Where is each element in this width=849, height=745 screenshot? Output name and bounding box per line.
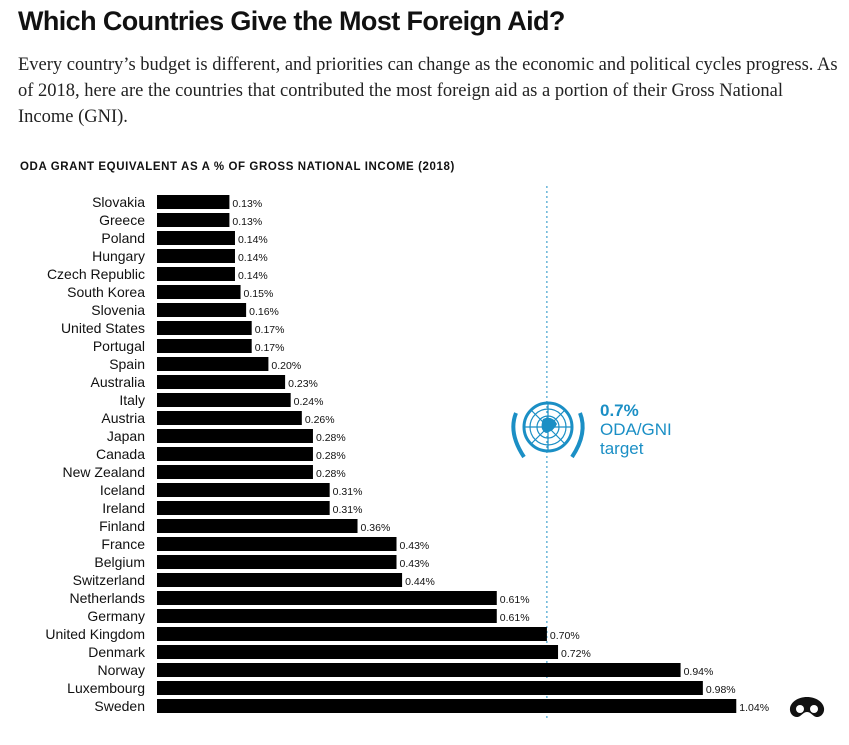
- value-label: 0.28%: [316, 450, 346, 462]
- bar: [157, 591, 497, 605]
- category-label: Spain: [109, 356, 145, 372]
- category-label: Austria: [101, 410, 145, 426]
- category-label: Belgium: [94, 554, 145, 570]
- category-label: South Korea: [67, 284, 145, 300]
- value-label: 0.17%: [255, 324, 285, 336]
- value-label: 0.14%: [238, 270, 268, 282]
- bar: [157, 195, 230, 209]
- bar: [157, 627, 547, 641]
- value-label: 0.43%: [400, 558, 430, 570]
- bar: [157, 213, 230, 227]
- category-label: Slovenia: [91, 302, 145, 318]
- bar: [157, 303, 247, 317]
- value-label: 0.14%: [238, 252, 268, 264]
- target-value-label: 0.7%: [600, 401, 639, 420]
- value-label: 0.13%: [232, 198, 262, 210]
- value-label: 0.70%: [550, 630, 580, 642]
- category-label: Luxembourg: [67, 680, 145, 696]
- bar: [157, 465, 313, 479]
- bar: [157, 411, 302, 425]
- bar: [157, 447, 313, 461]
- category-label: Australia: [91, 374, 146, 390]
- bar: [157, 483, 330, 497]
- bar: [157, 501, 330, 515]
- value-label: 0.13%: [232, 216, 262, 228]
- value-label: 0.28%: [316, 468, 346, 480]
- value-label: 0.44%: [405, 576, 435, 588]
- category-label: United Kingdom: [45, 626, 145, 642]
- category-label: Greece: [99, 212, 145, 228]
- bar: [157, 339, 252, 353]
- category-label: Finland: [99, 518, 145, 534]
- bar: [157, 537, 397, 551]
- bar: [157, 249, 235, 263]
- value-label: 0.26%: [305, 414, 335, 426]
- target-label-line-1: ODA/GNI: [600, 420, 672, 439]
- category-label: Canada: [96, 446, 145, 462]
- category-label: Germany: [87, 608, 145, 624]
- un-emblem-icon: [511, 401, 585, 459]
- bar: [157, 699, 737, 713]
- value-label: 0.24%: [294, 396, 324, 408]
- bar: [157, 267, 235, 281]
- target-label-line-2: target: [600, 439, 644, 458]
- category-label: Norway: [98, 662, 145, 678]
- chart-title: ODA GRANT EQUIVALENT AS A % OF GROSS NAT…: [20, 161, 455, 173]
- bar: [157, 357, 269, 371]
- category-label: Netherlands: [70, 590, 146, 606]
- bar: [157, 375, 286, 389]
- category-label: United States: [61, 320, 145, 336]
- bar: [157, 555, 397, 569]
- value-label: 0.17%: [255, 342, 285, 354]
- bar: [157, 645, 559, 659]
- bar: [157, 681, 703, 695]
- bar: [157, 609, 497, 623]
- category-label: Slovakia: [92, 194, 145, 210]
- value-label: 0.28%: [316, 432, 346, 444]
- category-label: Switzerland: [73, 572, 145, 588]
- category-label: Portugal: [93, 338, 145, 354]
- bar: [157, 429, 313, 443]
- category-label: Czech Republic: [47, 266, 145, 282]
- value-label: 0.16%: [249, 306, 279, 318]
- bar: [157, 663, 681, 677]
- category-label: Sweden: [94, 698, 145, 714]
- category-label: France: [101, 536, 145, 552]
- bar: [157, 231, 235, 245]
- bar: [157, 393, 291, 407]
- page-subtitle: Every country’s budget is different, and…: [18, 55, 838, 127]
- category-label: Ireland: [102, 500, 145, 516]
- bar: [157, 321, 252, 335]
- value-label: 0.23%: [288, 378, 318, 390]
- value-label: 0.36%: [361, 522, 391, 534]
- bar: [157, 285, 241, 299]
- page-title: Which Countries Give the Most Foreign Ai…: [18, 6, 565, 36]
- category-label: New Zealand: [63, 464, 146, 480]
- value-label: 0.31%: [333, 504, 363, 516]
- value-label: 0.15%: [244, 288, 274, 300]
- value-label: 0.31%: [333, 486, 363, 498]
- category-label: Denmark: [88, 644, 146, 660]
- value-label: 1.04%: [739, 702, 769, 714]
- category-label: Hungary: [92, 248, 145, 264]
- value-label: 0.14%: [238, 234, 268, 246]
- bar: [157, 519, 358, 533]
- value-label: 0.43%: [400, 540, 430, 552]
- value-label: 0.61%: [500, 594, 530, 606]
- brand-logo-icon: [789, 697, 825, 718]
- bars-group: Slovakia 0.13% Greece 0.13% Poland 0.14% Hunga…: [45, 194, 769, 714]
- value-label: 0.94%: [684, 666, 714, 678]
- category-label: Japan: [107, 428, 145, 444]
- value-label: 0.61%: [500, 612, 530, 624]
- value-label: 0.72%: [561, 648, 591, 660]
- bar: [157, 573, 403, 587]
- value-label: 0.98%: [706, 684, 736, 696]
- category-label: Italy: [119, 392, 145, 408]
- value-label: 0.20%: [271, 360, 301, 372]
- category-label: Iceland: [100, 482, 145, 498]
- category-label: Poland: [101, 230, 145, 246]
